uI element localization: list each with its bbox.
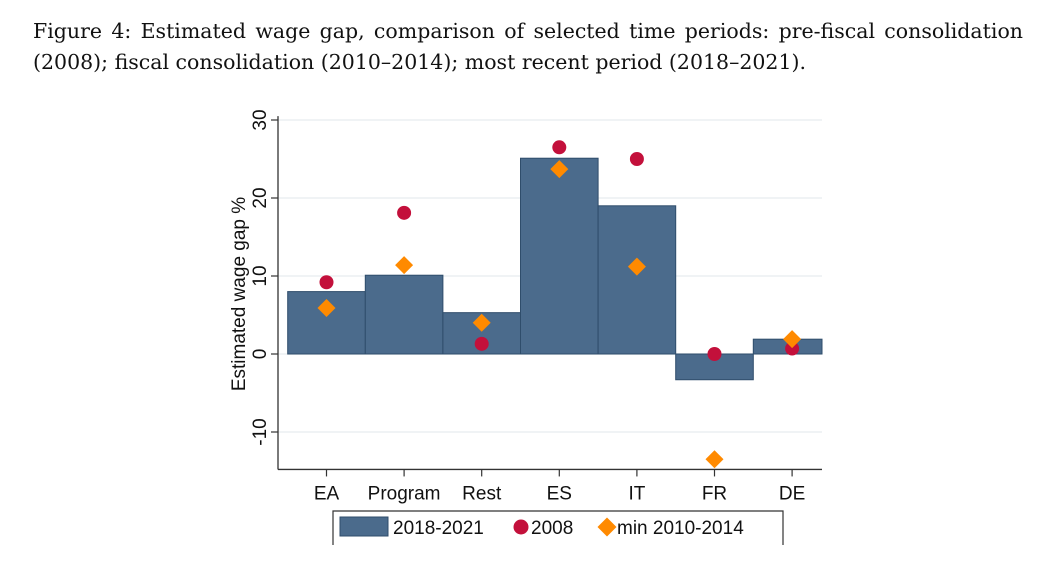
x-tick-label: ES (547, 483, 572, 504)
point-min-2010-2014-es (550, 160, 569, 179)
y-tick-label: 10 (250, 265, 271, 286)
x-tick-label: EA (314, 483, 340, 504)
y-axis-label: Estimated wage gap % (229, 197, 250, 391)
point-2008-es (552, 140, 567, 155)
point-2008-de (785, 341, 800, 356)
legend-swatch-bar (339, 516, 389, 537)
y-tick-label: 0 (250, 349, 271, 360)
point-2008-fr (707, 347, 722, 361)
point-min-2010-2014-program (395, 256, 414, 275)
x-tick-label: Program (368, 483, 441, 504)
point-2008-rest (474, 336, 489, 351)
x-tick-label: IT (628, 483, 645, 504)
legend-swatch-diamond (597, 517, 617, 537)
y-tick-label: 30 (250, 109, 271, 130)
figure-caption: Figure 4: Estimated wage gap, comparison… (33, 19, 1023, 74)
point-min-2010-2014-de (783, 330, 802, 349)
legend-label: 2018-2021 (393, 518, 484, 539)
point-2008-it (629, 152, 644, 166)
bar-program (364, 274, 444, 355)
bar-es (520, 157, 599, 355)
point-min-2010-2014-fr (705, 450, 724, 469)
legend-box (332, 510, 784, 545)
point-2008-ea (319, 275, 334, 290)
point-min-2010-2014-it (627, 257, 646, 276)
point-min-2010-2014-rest (472, 313, 491, 332)
legend-label: 2008 (531, 518, 573, 539)
x-tick-label: Rest (462, 483, 502, 504)
bar-ea (287, 291, 366, 355)
legend-label: min 2010-2014 (617, 518, 744, 539)
point-2008-program (397, 205, 412, 220)
y-tick-label: 20 (250, 187, 271, 208)
x-tick-label: DE (779, 483, 805, 504)
x-tick-label: FR (702, 483, 727, 504)
bar-fr (675, 353, 754, 381)
legend-swatch-circle (513, 519, 529, 535)
y-tick-label: -10 (250, 418, 271, 445)
bar-it (597, 205, 677, 355)
point-min-2010-2014-ea (317, 298, 336, 317)
